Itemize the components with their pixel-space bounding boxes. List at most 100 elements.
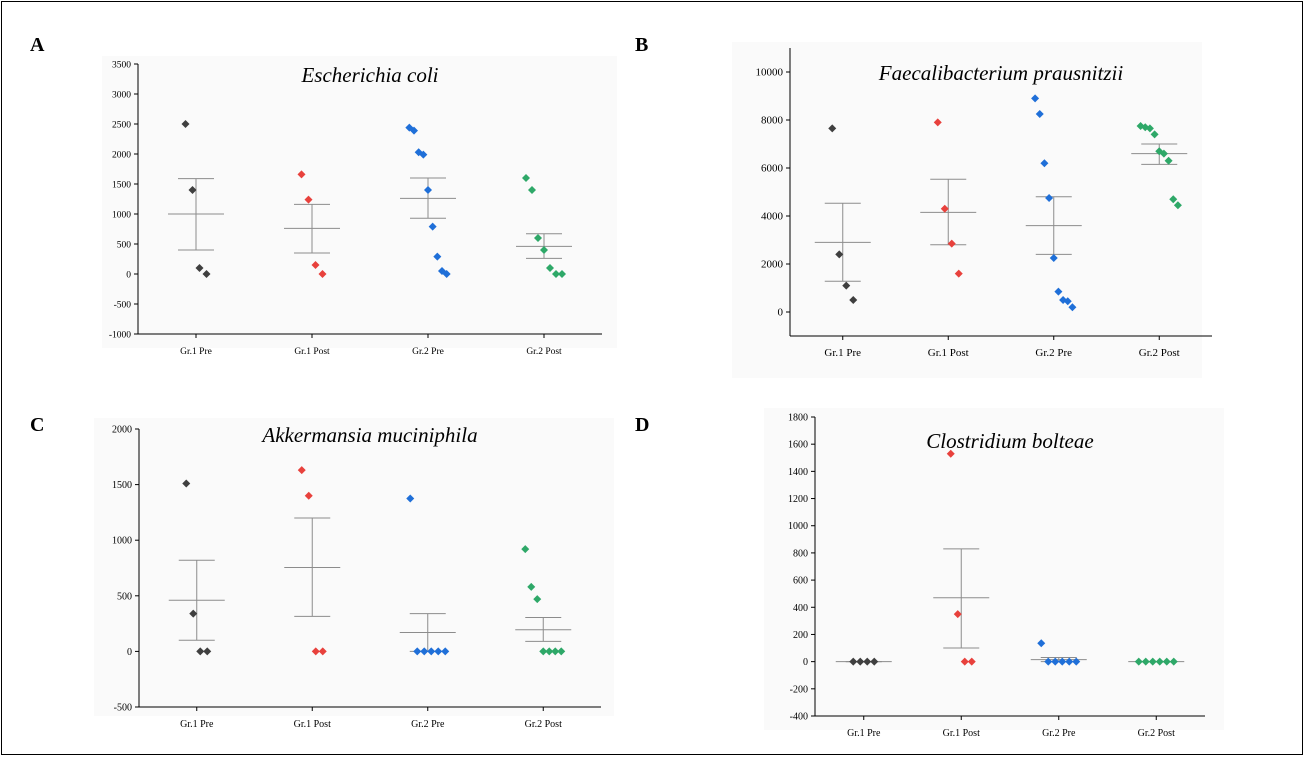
- panel-d: D Clostridium bolteae -400 -200 0 200 400 600 8…: [635, 378, 1302, 754]
- p2-x-tick-label-gr-2-pre: Gr.2 Pre: [411, 719, 445, 730]
- p3-y-tick-label-1200: 1200: [788, 494, 808, 505]
- panel-letter-b: B: [635, 34, 649, 56]
- p2-plot-background: [94, 418, 614, 716]
- p2-gr-2-pre-point: [441, 647, 450, 656]
- p3-x-tick-label-gr-2-post: Gr.2 Post: [1138, 728, 1175, 739]
- p2-x-tick-label-gr-1-pre: Gr.1 Pre: [180, 719, 214, 730]
- p1-gr-2-pre-point: [1049, 254, 1058, 262]
- p0-y-tick-label-1000: 1000: [112, 211, 131, 221]
- p2-gr-2-post-point: [527, 582, 536, 591]
- p0-gr-2-pre-point: [442, 270, 451, 278]
- p3-gr-1-post-point: [967, 657, 976, 666]
- p0-gr-2-pre-point: [419, 150, 428, 159]
- p0-gr-1-post-point: [318, 270, 327, 278]
- p3-gr-1-post-point: [960, 657, 969, 666]
- p0-gr-2-pre-point: [428, 222, 437, 231]
- p2-gr-2-post-point: [551, 647, 560, 656]
- p2-y-tick-label-1000: 1000: [112, 536, 132, 547]
- p0-y-tick-label-2500: 2500: [112, 121, 131, 131]
- p3-y-tick-label-200: -200: [790, 684, 808, 695]
- p3-y-tick-label-1400: 1400: [788, 467, 808, 478]
- p0-y-tick-label-3500: 3500: [112, 61, 131, 71]
- p3-gr-2-pre-point: [1058, 657, 1067, 666]
- p1-gr-1-pre-point: [828, 124, 837, 133]
- p0-gr-2-post-point: [540, 246, 548, 254]
- p0-plot-background: [102, 56, 617, 348]
- p1-plot-background: [732, 42, 1202, 387]
- p0-gr-1-post-point: [304, 195, 313, 204]
- p2-gr-2-post-errorbar: [515, 616, 572, 642]
- p1-gr-2-post-point: [1145, 124, 1154, 133]
- p0-gr-1-pre-point: [202, 270, 211, 278]
- p2-gr-1-post-point: [318, 647, 327, 656]
- p3-gr-1-post-point: [946, 449, 955, 458]
- p1-chart-title: Faecalibacterium prausnitzii: [878, 61, 1124, 85]
- p3-x-tick-label-gr-2-pre: Gr.2 Pre: [1042, 728, 1076, 739]
- p0-gr-2-post-point: [522, 174, 530, 182]
- p3-gr-1-pre-point: [863, 657, 872, 666]
- p0-gr-2-pre-point: [405, 123, 414, 132]
- p0-x-tick-label-gr-1-post: Gr.1 Post: [294, 347, 330, 357]
- p3-x-tick-label-gr-1-post: Gr.1 Post: [943, 728, 980, 739]
- p3-y-tick-label-200: 200: [793, 630, 808, 641]
- p2-x-tick-label-gr-2-post: Gr.2 Post: [525, 719, 562, 730]
- p1-gr-2-pre-point: [1054, 287, 1063, 296]
- p0-gr-2-pre-point: [410, 126, 418, 135]
- p2-y-tick-label-2000: 2000: [112, 425, 132, 436]
- p2-gr-1-post-point: [304, 491, 313, 500]
- p0-y-tick-label-1500: 1500: [112, 181, 131, 191]
- p2-x-tick-label-gr-1-post: Gr.1 Post: [294, 719, 331, 730]
- chart-faecalibacterium-prausnitzii: Faecalibacterium prausnitzii 0 2000 4000 600…: [732, 42, 1212, 387]
- p0-y-tick-label-3000: 3000: [112, 91, 131, 101]
- p3-y-tick-label-1800: 1800: [788, 413, 808, 424]
- p1-gr-2-pre-point: [1068, 303, 1077, 312]
- p1-gr-1-post-point: [940, 204, 949, 213]
- p3-gr-2-post-point: [1134, 657, 1143, 666]
- p1-gr-1-pre-point: [849, 296, 858, 304]
- p1-gr-1-pre-errorbar: [814, 202, 871, 282]
- p0-x-tick-label-gr-2-post: Gr.2 Post: [526, 347, 562, 357]
- p3-gr-2-post-point: [1155, 657, 1164, 666]
- p0-gr-2-post-point: [528, 186, 536, 194]
- p2-gr-2-post-point: [539, 647, 548, 656]
- p3-gr-1-post-point: [953, 610, 962, 619]
- p1-gr-2-post-point: [1164, 156, 1173, 165]
- p2-gr-2-post-point: [533, 595, 542, 604]
- p2-gr-2-post-point: [521, 545, 530, 554]
- p2-gr-2-pre-point: [420, 647, 429, 656]
- p1-gr-1-pre-point: [842, 281, 851, 290]
- p0-chart-title: Escherichia coli: [300, 63, 438, 87]
- p0-gr-1-post-point: [297, 170, 306, 179]
- p0-gr-2-pre-point: [433, 252, 442, 261]
- panel-letter-a: A: [30, 34, 45, 56]
- p2-gr-2-pre-point: [406, 494, 415, 503]
- p0-x-tick-label-gr-1-pre: Gr.1 Pre: [180, 347, 212, 357]
- p2-gr-1-pre-point: [203, 647, 212, 656]
- p3-y-tick-label-1600: 1600: [788, 440, 808, 451]
- p1-y-tick-label-10000: 10000: [756, 67, 784, 79]
- p3-gr-2-pre-point: [1065, 657, 1074, 666]
- p3-y-tick-label-1000: 1000: [788, 521, 808, 532]
- p2-gr-1-post-errorbar: [284, 517, 341, 617]
- p1-gr-1-post-point: [954, 269, 963, 278]
- p1-gr-2-pre-point: [1045, 194, 1054, 202]
- p3-y-tick-label-600: 600: [793, 576, 808, 587]
- p0-gr-2-pre-errorbar: [400, 177, 456, 219]
- p1-gr-2-pre-point: [1040, 159, 1049, 168]
- p3-gr-2-pre-point: [1051, 657, 1060, 666]
- p2-y-tick-label-0: 0: [127, 647, 132, 658]
- p3-chart-title: Clostridium bolteae: [926, 429, 1093, 453]
- p2-y-tick-label-500: -500: [114, 703, 132, 714]
- p3-gr-2-post-point: [1169, 657, 1178, 666]
- p1-gr-2-pre-point: [1059, 296, 1068, 304]
- p0-gr-1-post-point: [311, 261, 320, 269]
- p1-y-tick-label-0: 0: [778, 307, 784, 319]
- p0-gr-1-pre-point: [188, 186, 197, 194]
- p3-gr-1-pre-point: [870, 657, 879, 666]
- p1-gr-1-post-point: [933, 118, 942, 127]
- p0-x-tick-label-gr-2-pre: Gr.2 Pre: [412, 347, 444, 357]
- p2-y-tick-label-500: 500: [117, 591, 132, 602]
- p1-y-tick-label-2000: 2000: [761, 259, 784, 271]
- panel-a: A Escherichia coli -1000 -500 0 500 1000 1500 2…: [2, 2, 652, 378]
